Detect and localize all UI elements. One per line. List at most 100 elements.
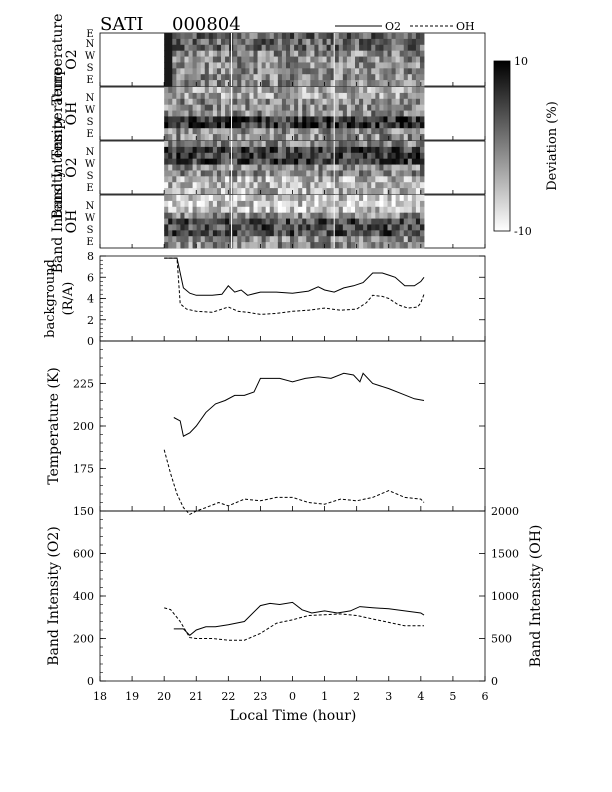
keogram-cell (233, 218, 238, 225)
keogram-cell (225, 38, 230, 46)
keogram-cell (310, 74, 315, 81)
keogram-cell (225, 170, 230, 177)
keogram-cell (164, 122, 169, 129)
keogram-cell (225, 104, 230, 111)
x-tick-label: 5 (449, 690, 456, 703)
keogram-cell (403, 141, 409, 148)
keogram-cell (415, 236, 421, 243)
keogram-cell (196, 33, 202, 40)
keogram-cell (200, 206, 206, 214)
keogram-cell (350, 195, 356, 202)
keogram-cell (237, 212, 242, 219)
keogram-cell (200, 182, 206, 189)
keogram-cell (375, 56, 380, 63)
keogram-label-line1: Temperature (50, 68, 66, 160)
keogram-cell (415, 242, 421, 249)
keogram-cell (298, 62, 303, 69)
keogram-cell (192, 92, 198, 100)
keogram-cell (168, 170, 173, 177)
keogram-cell (371, 104, 376, 111)
keogram-cell (415, 128, 421, 135)
keogram-cell (355, 224, 360, 231)
keogram-cell (403, 116, 409, 123)
keogram-cell (285, 230, 291, 237)
keogram-cell (208, 92, 214, 100)
keogram-cell (196, 182, 202, 189)
keogram-cell (285, 122, 291, 129)
keogram-cell (164, 134, 169, 141)
keogram-cell (330, 158, 336, 165)
keogram-cell (375, 182, 380, 189)
keogram-cell (334, 104, 340, 111)
keogram-cell (184, 38, 189, 46)
keogram-cell (367, 134, 372, 141)
keogram-cell (188, 182, 193, 189)
keogram-cell (269, 170, 275, 177)
keogram-cell (391, 170, 397, 177)
keogram-cell (407, 134, 413, 141)
keogram-cell (184, 182, 189, 189)
keogram-cell (225, 128, 230, 135)
keogram-cell (294, 74, 299, 81)
keogram-cell (176, 141, 181, 148)
keogram-cell (342, 224, 348, 231)
keogram-cell (350, 176, 356, 183)
keogram-cell (257, 200, 263, 208)
keogram-cell (355, 33, 360, 40)
keogram-cell (212, 92, 218, 100)
keogram-cell (314, 33, 319, 40)
keogram-cell (273, 116, 279, 123)
keogram-cell (415, 62, 421, 69)
keogram-cell (176, 182, 181, 189)
keogram-cell (257, 128, 263, 135)
keogram-cell (334, 68, 340, 75)
keogram-cell (387, 50, 392, 57)
keogram-cell (184, 68, 189, 75)
keogram-cell (346, 176, 352, 183)
keogram-cell (338, 176, 344, 183)
keogram-cell (379, 230, 384, 237)
keogram-cell (415, 146, 421, 154)
keogram-cell (383, 44, 388, 52)
keogram-cell (379, 200, 384, 208)
keogram-cell (184, 170, 189, 177)
keogram-cell (387, 74, 392, 81)
keogram-cell (221, 110, 226, 117)
keogram-cell (375, 206, 380, 214)
keogram-cell (172, 33, 177, 40)
keogram-cell (350, 206, 356, 214)
keogram-cell (306, 242, 311, 249)
keogram-cell (249, 74, 254, 81)
keogram-cell (330, 141, 336, 148)
keogram-cell (338, 68, 344, 75)
keogram-cell (172, 116, 177, 123)
keogram-cell (196, 230, 202, 237)
keogram-cell (363, 98, 368, 106)
keogram-cell (310, 122, 315, 129)
keogram-cell (375, 195, 380, 202)
keogram-cell (208, 68, 214, 75)
keogram-cell (294, 200, 299, 208)
keogram-cell (411, 164, 417, 171)
keogram-cell (411, 110, 417, 117)
keogram-cell (237, 62, 242, 69)
keogram-cell (257, 110, 263, 117)
keogram-cell (180, 104, 185, 111)
keogram-cell (326, 104, 332, 111)
keogram-cell (188, 128, 193, 135)
keogram-cell (216, 206, 222, 214)
keogram-cell (355, 141, 360, 148)
keogram-cell (363, 68, 368, 75)
keogram-cell (237, 134, 242, 141)
keogram-cell (265, 74, 271, 81)
keogram-cell (415, 80, 421, 87)
keogram-cell (350, 236, 356, 243)
keogram-cell (298, 218, 303, 225)
keogram-cell (310, 56, 315, 63)
keogram-cell (395, 134, 401, 141)
keogram-cell (277, 195, 283, 202)
keogram-cell (399, 128, 405, 135)
keogram-cell (355, 110, 360, 117)
keogram-cell (277, 104, 283, 111)
keogram-cell (233, 74, 238, 81)
